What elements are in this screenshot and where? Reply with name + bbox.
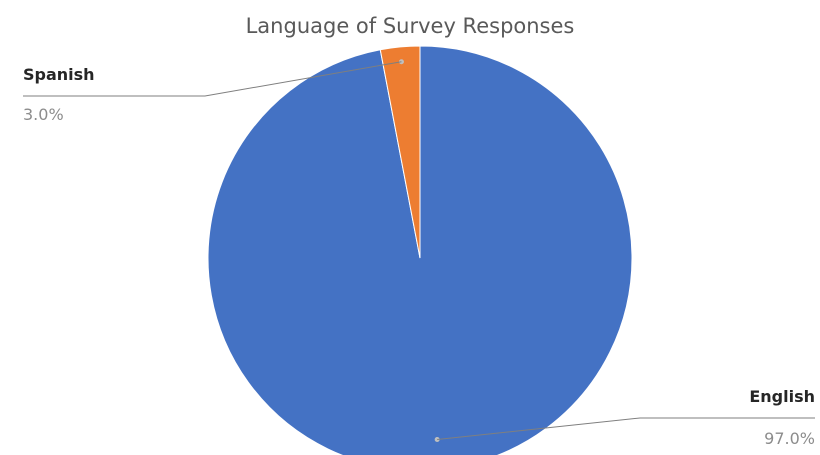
slice-label-english: English — [749, 387, 815, 406]
data-labels: English 97.0% Spanish 3.0% — [23, 65, 815, 448]
leader-line-spanish — [23, 61, 402, 97]
slice-value-spanish: 3.0% — [23, 105, 64, 124]
leader-line-english — [437, 417, 815, 441]
leader-lines — [23, 59, 815, 443]
pie-slices — [207, 45, 633, 455]
slice-label-spanish: Spanish — [23, 65, 95, 84]
pie-slice-english — [207, 45, 633, 455]
chart-title: Language of Survey Responses — [246, 14, 575, 38]
pie-slice-spanish — [379, 45, 421, 259]
slice-value-english: 97.0% — [764, 429, 815, 448]
